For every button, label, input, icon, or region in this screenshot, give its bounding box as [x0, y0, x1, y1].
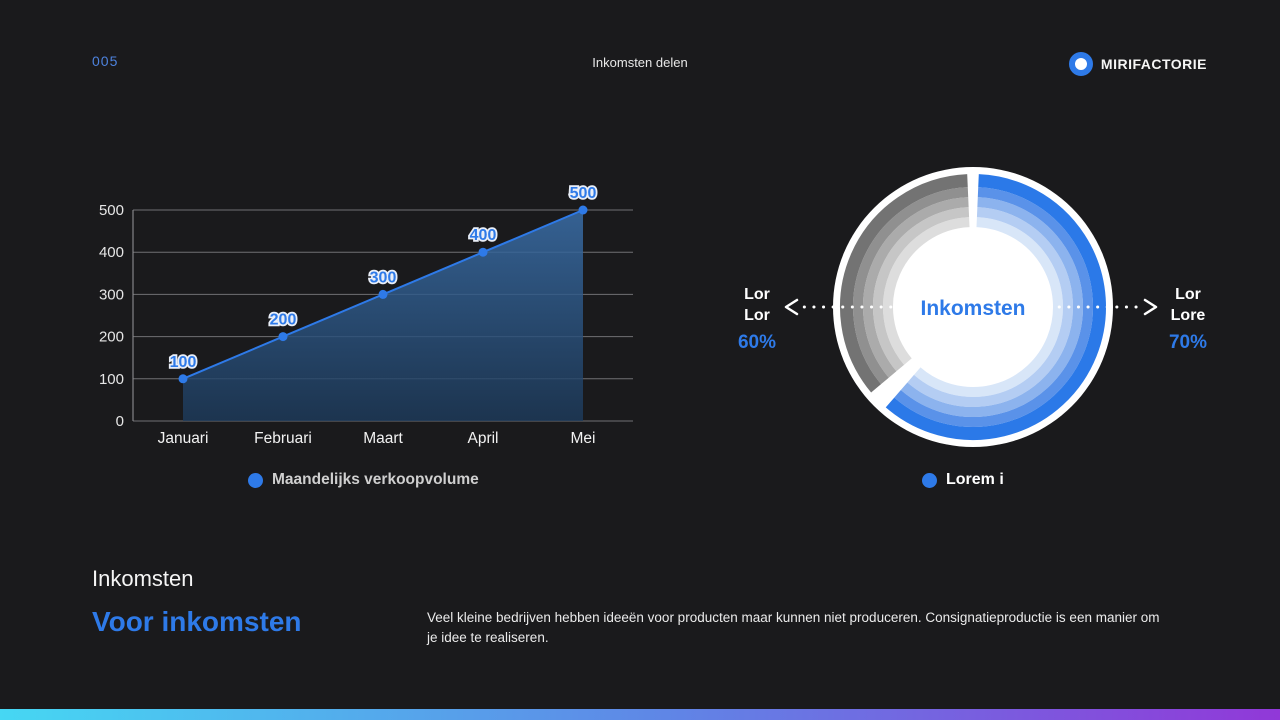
donut-label-left-line1: Lor — [744, 286, 770, 303]
svg-text:Mei: Mei — [571, 430, 596, 447]
legend-dot-icon — [922, 472, 937, 488]
donut-legend-label: Lorem i — [946, 471, 1004, 488]
donut-chart-legend: Lorem i — [922, 471, 1004, 489]
svg-text:April: April — [467, 430, 498, 447]
monthly-sales-area-chart: 0 100 200 300 400 500 100 200 300 400 500 Januari Fe… — [99, 183, 633, 447]
donut-label-right-line2: Lore — [1170, 307, 1206, 324]
footer-gradient-bar — [0, 709, 1280, 720]
donut-label-right: Lor Lore 70% — [1143, 284, 1233, 354]
section-body-text: Veel kleine bedrijven hebben ideeën voor… — [427, 610, 1160, 645]
donut-label-left-line2: Lor — [744, 307, 770, 324]
line-chart-legend: Maandelijks verkoopvolume — [248, 471, 479, 489]
svg-text:Maart: Maart — [363, 430, 403, 447]
donut-label-left-percent: 60% — [737, 332, 777, 353]
brand-name: MIRIFACTORIE — [1100, 56, 1207, 72]
line-chart-legend-label: Maandelijks verkoopvolume — [272, 471, 479, 488]
section-heading: Inkomsten — [92, 566, 194, 591]
svg-text:0: 0 — [116, 413, 124, 430]
svg-text:400: 400 — [470, 227, 497, 244]
legend-dot-icon — [248, 472, 263, 488]
brand-circle-icon — [1068, 52, 1093, 76]
svg-text:100: 100 — [99, 371, 124, 388]
svg-text:Inkomsten: Inkomsten — [920, 297, 1025, 320]
income-donut-chart: Inkomsten — [833, 167, 1113, 447]
donut-label-right-percent: 70% — [1168, 332, 1208, 353]
brand-logo: MIRIFACTORIE — [1068, 52, 1207, 76]
svg-text:200: 200 — [270, 312, 297, 329]
donut-label-left: Lor Lor 60% — [712, 284, 802, 354]
page-number: 005 — [92, 53, 119, 69]
svg-text:500: 500 — [570, 185, 597, 202]
svg-text:400: 400 — [99, 244, 124, 261]
section-subheading: Voor inkomsten — [92, 606, 302, 637]
svg-text:Februari: Februari — [254, 430, 312, 447]
slide-header-title: Inkomsten delen — [592, 55, 688, 70]
svg-text:300: 300 — [99, 286, 124, 303]
svg-text:200: 200 — [99, 329, 124, 346]
svg-text:100: 100 — [170, 354, 197, 371]
svg-text:Januari: Januari — [158, 430, 209, 447]
donut-label-right-line1: Lor — [1175, 286, 1201, 303]
svg-text:300: 300 — [370, 269, 397, 286]
svg-text:500: 500 — [99, 202, 124, 219]
